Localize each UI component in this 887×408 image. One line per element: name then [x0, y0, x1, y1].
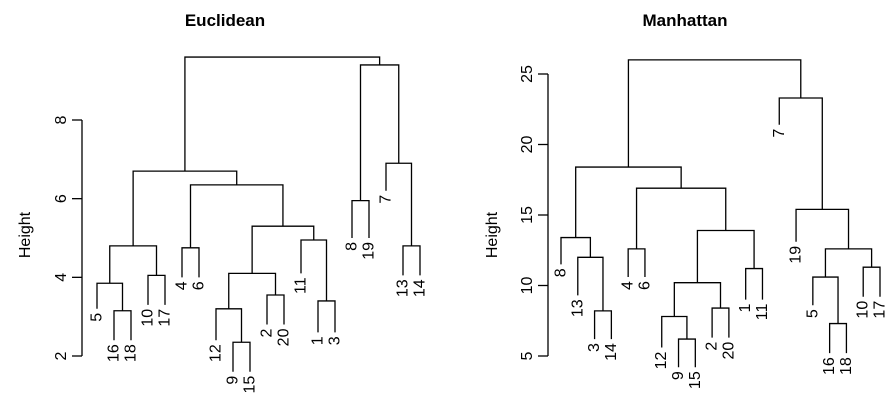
manhattan-leaf-label: 8 — [553, 268, 570, 277]
euclidean-merge-link — [266, 294, 285, 325]
manhattan-leaf-label: 5 — [804, 309, 821, 318]
euclidean-y-tick-label: 4 — [53, 273, 70, 282]
manhattan-merge-link — [627, 59, 802, 168]
manhattan-merge-link — [635, 187, 727, 249]
euclidean-leaf-label: 11 — [293, 277, 310, 294]
manhattan-links — [560, 59, 881, 368]
euclidean-merge-link — [96, 282, 124, 311]
manhattan-merge-link — [593, 310, 613, 340]
manhattan-merge-link — [677, 338, 696, 368]
euclidean-leaf-label: 4 — [174, 281, 191, 290]
manhattan-leaf-label: 14 — [603, 343, 620, 361]
euclidean-leaf-label: 12 — [208, 344, 225, 362]
euclidean-leaf-label: 5 — [89, 313, 106, 322]
manhattan-merge-link — [862, 266, 881, 297]
euclidean-merge-link — [317, 300, 336, 333]
manhattan-merge-link — [824, 248, 873, 278]
euclidean-merge-link — [385, 162, 413, 246]
euclidean-leaf-label: 7 — [378, 195, 395, 204]
manhattan-leaf-label: 11 — [754, 303, 771, 320]
euclidean-y-axis: 2 4 6 8 — [53, 115, 83, 360]
euclidean-leaf-label: 2 — [259, 328, 276, 337]
manhattan-y-tick-label: 5 — [519, 351, 536, 360]
euclidean-merge-link — [147, 274, 166, 305]
euclidean-merge-link — [215, 308, 243, 343]
manhattan-leaf-label: 1 — [737, 304, 754, 313]
euclidean-leaf-label: 8 — [344, 242, 361, 251]
manhattan-merge-link — [673, 282, 722, 317]
euclidean-merge-link — [109, 245, 158, 284]
euclidean-merge-link — [232, 341, 251, 372]
manhattan-leaf-label: 6 — [636, 281, 653, 290]
euclidean-y-axis-label: Height — [17, 211, 34, 258]
manhattan-leaf-label: 18 — [838, 357, 855, 375]
euclidean-y-tick-label: 8 — [53, 115, 70, 124]
euclidean-leaf-label: 1 — [310, 336, 327, 345]
euclidean-merge-link — [189, 184, 284, 248]
manhattan-merge-link — [560, 236, 592, 265]
manhattan-y-tick-label: 20 — [519, 136, 536, 154]
manhattan-merge-link — [828, 322, 848, 354]
euclidean-leaf-label: 10 — [140, 309, 157, 327]
euclidean-title: Euclidean — [185, 11, 265, 30]
manhattan-merge-link — [795, 208, 850, 249]
euclidean-merge-link — [351, 199, 370, 238]
manhattan-merge-link — [778, 97, 823, 210]
manhattan-merge-link — [745, 267, 764, 300]
manhattan-y-axis: 5 10 15 20 25 — [519, 65, 549, 360]
manhattan-leaf-label: 13 — [569, 299, 586, 317]
euclidean-leaf-label: 16 — [106, 344, 123, 362]
manhattan-y-tick-label: 10 — [519, 277, 536, 295]
manhattan-merge-link — [627, 248, 646, 278]
manhattan-merge-link — [661, 315, 688, 348]
manhattan-leaf-label: 7 — [771, 129, 788, 138]
manhattan-leaf-label: 9 — [670, 371, 687, 380]
euclidean-merge-link — [181, 247, 200, 278]
manhattan-leaf-label: 16 — [821, 357, 838, 375]
euclidean-leaf-label: 15 — [242, 376, 259, 394]
manhattan-y-tick-label: 25 — [519, 65, 536, 83]
manhattan-leaf-label: 12 — [653, 351, 670, 369]
euclidean-merge-link — [300, 239, 328, 301]
euclidean-y-tick-label: 6 — [53, 194, 70, 203]
manhattan-leaf-label: 2 — [704, 342, 721, 351]
manhattan-merge-link — [575, 166, 682, 238]
euclidean-merge-link — [113, 310, 132, 341]
manhattan-y-axis-label: Height — [484, 211, 501, 258]
euclidean-leaf-label: 13 — [395, 279, 412, 297]
euclidean-leaf-label: 6 — [191, 281, 208, 290]
euclidean-merge-link — [251, 225, 315, 274]
euclidean-merge-link — [359, 64, 400, 201]
euclidean-leaf-label: 18 — [123, 344, 140, 362]
euclidean-leaf-label: 19 — [361, 242, 378, 260]
manhattan-leaf-label: 20 — [720, 342, 737, 360]
euclidean-merge-link — [402, 245, 421, 276]
euclidean-leaf-label: 20 — [276, 328, 293, 346]
euclidean-leaf-label: 14 — [412, 279, 429, 297]
manhattan-merge-link — [711, 307, 730, 338]
euclidean-merge-link — [132, 170, 238, 246]
manhattan-leaf-label: 15 — [687, 371, 704, 389]
euclidean-leaf-label: 17 — [157, 309, 174, 327]
manhattan-y-tick-label: 15 — [519, 206, 536, 224]
manhattan-leaf-label: 19 — [788, 246, 805, 264]
euclidean-leaf-label: 9 — [225, 376, 242, 385]
manhattan-leaf-label: 3 — [586, 343, 603, 352]
euclidean-merge-link — [228, 272, 277, 309]
manhattan-leaf-label: 4 — [620, 281, 637, 290]
manhattan-title: Manhattan — [643, 11, 728, 30]
manhattan-leaf-label: 10 — [855, 301, 872, 319]
euclidean-leaf-label: 3 — [327, 336, 344, 345]
euclidean-links — [96, 56, 421, 372]
euclidean-y-tick-label: 2 — [53, 351, 70, 360]
euclidean-merge-link — [184, 56, 381, 172]
manhattan-leaf-label: 17 — [872, 301, 887, 319]
